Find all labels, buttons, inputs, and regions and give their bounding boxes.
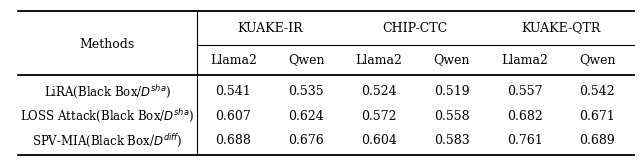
Text: KUAKE-IR: KUAKE-IR: [237, 21, 303, 35]
Text: 0.558: 0.558: [434, 109, 470, 123]
Text: 0.676: 0.676: [288, 134, 324, 147]
Text: Methods: Methods: [79, 37, 135, 51]
Text: 0.583: 0.583: [434, 134, 470, 147]
Text: Qwen: Qwen: [433, 53, 470, 67]
Text: Llama2: Llama2: [501, 53, 548, 67]
Text: 0.604: 0.604: [361, 134, 397, 147]
Text: KUAKE-QTR: KUAKE-QTR: [521, 21, 600, 35]
Text: Llama2: Llama2: [210, 53, 257, 67]
Text: 0.607: 0.607: [216, 109, 251, 123]
Text: 0.761: 0.761: [507, 134, 542, 147]
Text: 0.557: 0.557: [507, 85, 542, 98]
Text: Qwen: Qwen: [579, 53, 616, 67]
Text: LOSS Attack(Black Box/$D^{sha}$): LOSS Attack(Black Box/$D^{sha}$): [20, 108, 195, 124]
Text: 0.519: 0.519: [434, 85, 470, 98]
Text: 0.524: 0.524: [361, 85, 397, 98]
Text: 0.688: 0.688: [215, 134, 251, 147]
Text: SPV-MIA(Black Box/$D^{diff}$): SPV-MIA(Black Box/$D^{diff}$): [32, 132, 182, 149]
Text: 0.689: 0.689: [579, 134, 615, 147]
Text: CHIP-CTC: CHIP-CTC: [383, 21, 448, 35]
Text: 0.572: 0.572: [361, 109, 397, 123]
Text: Llama2: Llama2: [355, 53, 403, 67]
Text: 0.535: 0.535: [288, 85, 324, 98]
Text: 0.682: 0.682: [507, 109, 542, 123]
Text: 0.624: 0.624: [288, 109, 324, 123]
Text: Qwen: Qwen: [288, 53, 324, 67]
Text: LiRA(Black Box/$D^{sha}$): LiRA(Black Box/$D^{sha}$): [44, 83, 171, 100]
Text: 0.671: 0.671: [579, 109, 615, 123]
Text: 0.542: 0.542: [579, 85, 615, 98]
Text: 0.541: 0.541: [216, 85, 251, 98]
